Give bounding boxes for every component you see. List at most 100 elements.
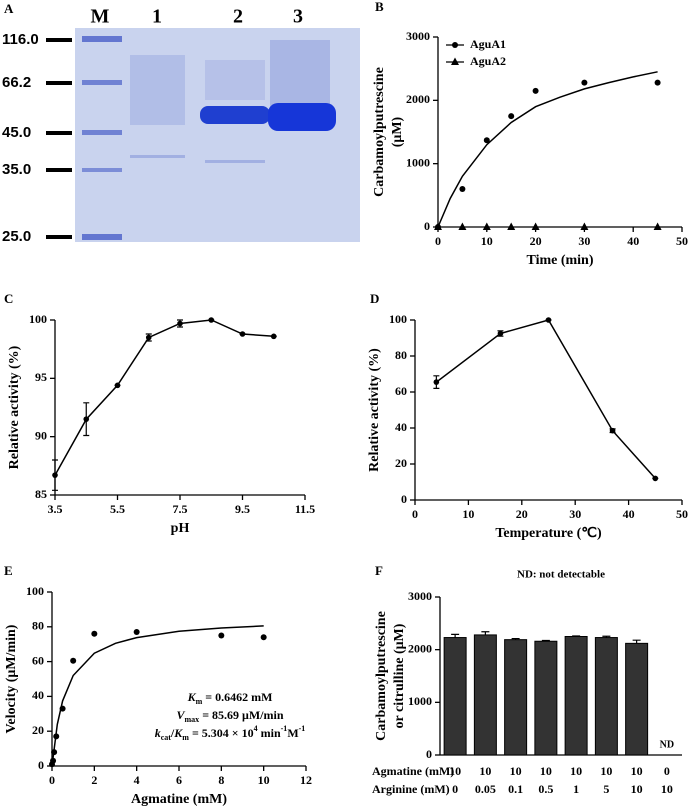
marker (580, 222, 589, 230)
marker (50, 757, 57, 764)
marker-label: 45.0 (2, 124, 31, 141)
chart-title: ND: not detectable (517, 569, 605, 581)
marker (653, 222, 662, 230)
error-bar (632, 639, 641, 644)
error-bar (451, 633, 460, 638)
x-tick-label: 12 (300, 773, 312, 787)
annotation-part: / (170, 726, 175, 740)
table-cell: 5 (603, 782, 609, 796)
panel-letter: F (375, 563, 383, 578)
marker (145, 334, 152, 341)
y-tick-label: 0 (38, 758, 44, 772)
x-tick-label: 40 (623, 507, 635, 521)
band (205, 160, 265, 163)
x-tick-label: 11.5 (295, 502, 315, 516)
marker (218, 632, 225, 639)
legend-label: AguA1 (470, 37, 506, 51)
annotation: kcat/Km = 5.304 × 104 min-1M-1 (155, 724, 306, 742)
y-axis-label: (μM) (390, 116, 405, 147)
table-cell: 0.5 (538, 782, 553, 796)
gel (75, 28, 360, 242)
fit-curve (437, 71, 658, 228)
x-tick-label: 30 (578, 234, 590, 248)
annotation-part: cat (161, 733, 172, 742)
band (130, 155, 185, 158)
line (54, 319, 274, 476)
legend-label: AguA2 (470, 54, 506, 68)
y-tick-label: 60 (32, 653, 44, 667)
panel-letter: B (375, 0, 384, 14)
table-cell: 10 (570, 764, 582, 778)
marker (53, 733, 60, 740)
marker (459, 186, 466, 192)
band (82, 130, 122, 135)
marker (434, 222, 442, 230)
band (268, 103, 336, 131)
table-cell: 0.05 (475, 782, 496, 796)
y-tick-label: 100 (29, 312, 47, 326)
x-tick-label: 30 (569, 507, 581, 521)
table-cell: 0.1 (508, 782, 523, 796)
marker (483, 137, 490, 144)
marker (531, 222, 540, 230)
annotation-part: = 85.69 μM/min (199, 708, 284, 722)
x-tick-label: 0 (49, 773, 55, 787)
x-tick-label: 0 (435, 234, 441, 248)
annotation-part: M (287, 726, 298, 740)
bar (473, 634, 497, 756)
annotation-part: k (155, 726, 161, 740)
marker (83, 416, 90, 422)
lane-label: M (91, 6, 110, 28)
annotation: ND (660, 739, 674, 750)
y-axis-label: Relative activity (%) (7, 345, 22, 469)
x-tick-label: 6 (176, 773, 182, 787)
marker (260, 634, 267, 641)
table-cell: 10 (631, 782, 643, 796)
y-tick-label: 0 (401, 492, 407, 506)
panel-letter: C (4, 291, 13, 306)
marker (581, 79, 588, 86)
y-tick-label: 90 (35, 428, 47, 442)
annotation-part: = 0.6462 mM (202, 690, 272, 704)
x-tick-label: 10 (258, 773, 270, 787)
x-tick-label: 2 (91, 773, 97, 787)
band (205, 60, 265, 100)
marker (545, 317, 552, 323)
y-axis-label: Velocity (μM/min) (4, 624, 19, 733)
y-tick-label: 1000 (408, 694, 432, 708)
lane-label: 2 (233, 6, 243, 28)
marker (177, 320, 183, 327)
fit-curve (51, 625, 264, 767)
y-axis-label: Carbamoylputrescine (374, 611, 389, 741)
x-axis-label: Temperature (℃) (495, 526, 602, 541)
y-tick-label: 2000 (406, 92, 430, 106)
bar (504, 639, 528, 756)
y-tick-label: 0 (426, 747, 432, 761)
marker (270, 333, 277, 340)
y-axis-label: or citrulline (μM) (392, 623, 407, 728)
marker-label: 25.0 (2, 228, 31, 245)
error-bar (481, 631, 490, 635)
y-tick-label: 3000 (406, 29, 430, 43)
marker (114, 382, 121, 389)
marker (451, 57, 459, 65)
y-tick-label: 100 (389, 312, 407, 326)
y-axis-label: Relative activity (%) (367, 348, 382, 472)
y-tick-label: 40 (32, 688, 44, 702)
marker (133, 629, 140, 636)
x-tick-label: 20 (530, 234, 542, 248)
panel-letter: D (370, 291, 379, 306)
annotation-part: m (182, 733, 189, 742)
x-tick-label: 10 (481, 234, 493, 248)
y-tick-label: 1000 (406, 155, 430, 169)
marker (452, 42, 458, 48)
band (200, 106, 270, 124)
annotation-part: m (196, 697, 203, 706)
gel-bands (82, 36, 336, 240)
bar (594, 637, 618, 756)
table-cell: 10 (540, 764, 552, 778)
annotation-part: -1 (299, 724, 306, 733)
band (82, 80, 122, 85)
x-tick-label: 5.5 (110, 502, 125, 516)
